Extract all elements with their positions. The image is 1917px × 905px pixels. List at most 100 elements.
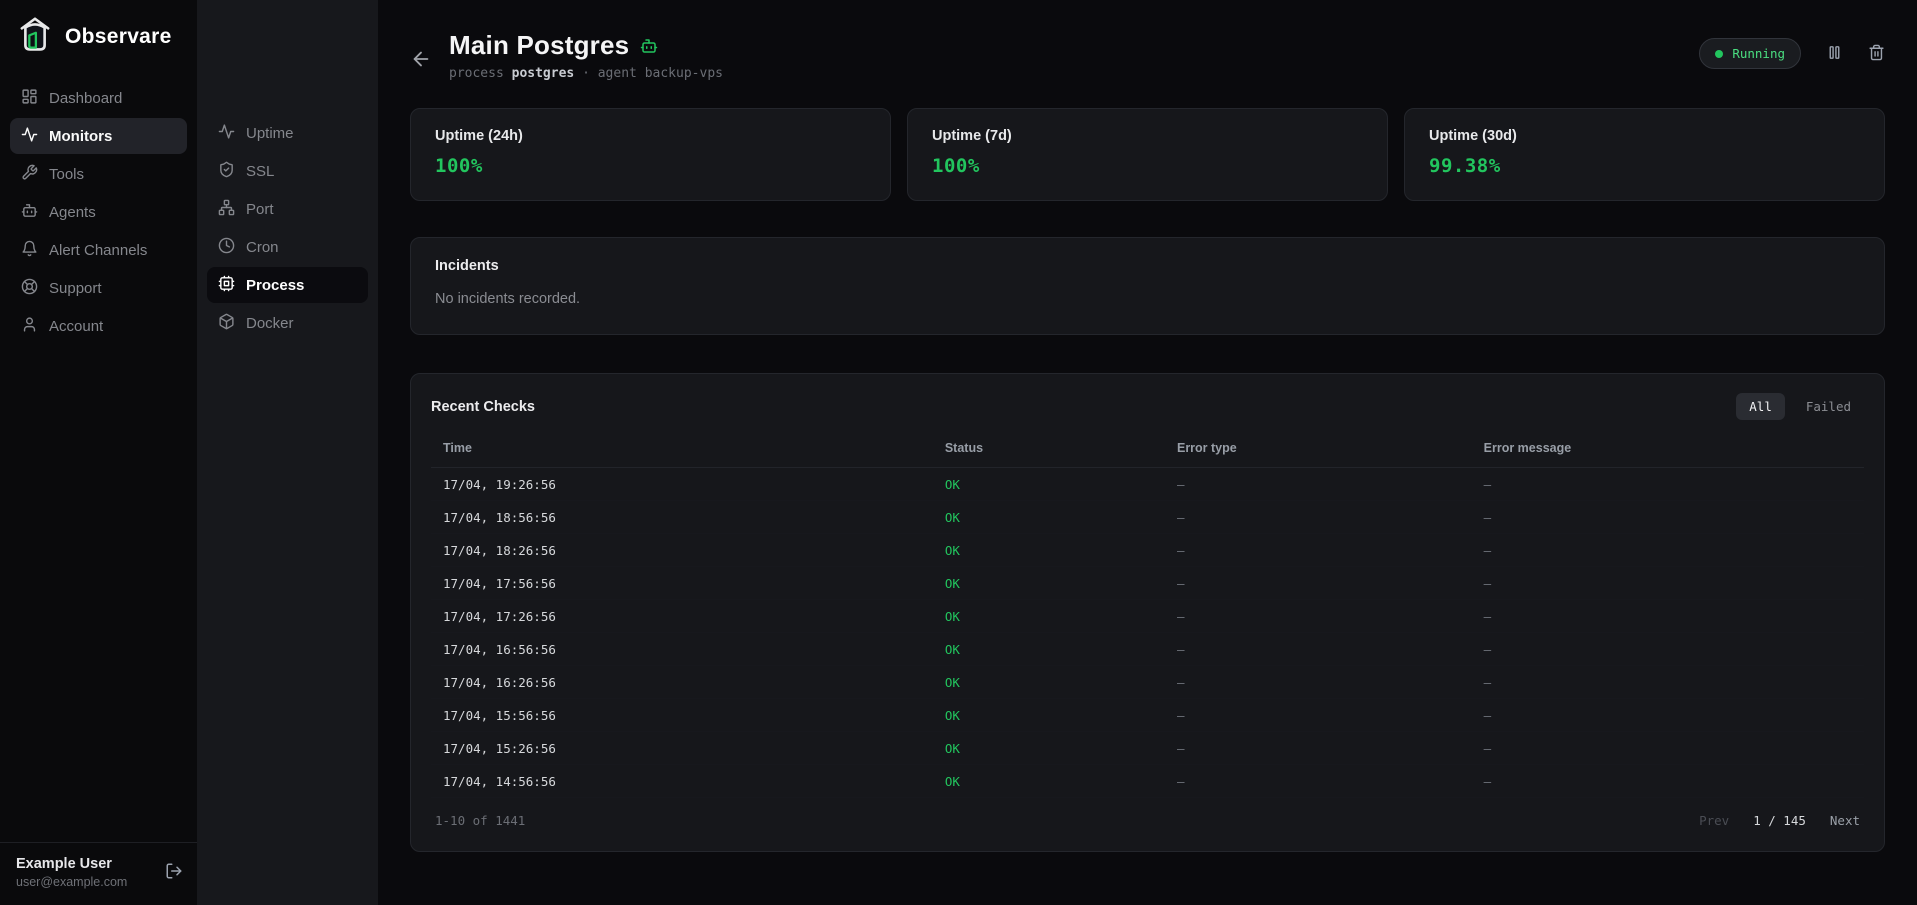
activity-icon [218, 123, 235, 144]
check-error-message-cell: – [1475, 566, 1864, 600]
monitor-type-sidebar: Uptime SSL Port Cron Process Docker [197, 0, 378, 905]
check-error-type-cell: – [1168, 500, 1476, 534]
pagination-prev-button[interactable]: Prev [1699, 813, 1730, 828]
sidebar-item-tools[interactable]: Tools [10, 156, 187, 192]
table-row: 17/04, 15:56:56 OK – – [431, 698, 1864, 732]
stat-value: 100% [932, 155, 980, 177]
logout-icon [165, 863, 183, 883]
sidebar-item-monitors[interactable]: Monitors [10, 118, 187, 154]
user-box: Example User user@example.com [0, 842, 197, 905]
life-buoy-icon [21, 278, 38, 299]
table-row: 17/04, 18:26:56 OK – – [431, 533, 1864, 567]
arrow-left-icon [410, 51, 432, 73]
recent-checks-card: Recent Checks All Failed Time Status Err… [410, 373, 1885, 852]
submenu-item-label: Port [246, 200, 274, 218]
bell-icon [21, 240, 38, 261]
check-error-type-cell: – [1168, 467, 1476, 501]
table-row: 17/04, 15:26:56 OK – – [431, 731, 1864, 765]
incidents-title: Incidents [435, 258, 499, 274]
status-badge: Running [1699, 38, 1801, 69]
pagination-next-button[interactable]: Next [1829, 813, 1860, 828]
trash-icon [1868, 44, 1885, 64]
primary-nav: Dashboard Monitors Tools Agents Alert Ch… [0, 80, 197, 346]
submenu-item-cron[interactable]: Cron [207, 229, 368, 265]
incidents-empty-message: No incidents recorded. [435, 291, 581, 307]
check-time-cell: 17/04, 18:56:56 [431, 500, 937, 534]
table-header-row: Time Status Error type Error message [431, 433, 1864, 468]
network-icon [218, 199, 235, 220]
table-row: 17/04, 17:56:56 OK – – [431, 566, 1864, 600]
sidebar-item-label: Agents [49, 203, 96, 221]
sidebar-item-label: Support [49, 279, 102, 297]
filter-failed-button[interactable]: Failed [1793, 393, 1864, 420]
check-status-cell: OK [936, 467, 1169, 501]
check-status-cell: OK [936, 533, 1169, 567]
submenu-item-port[interactable]: Port [207, 191, 368, 227]
agent-bot-icon [640, 37, 658, 55]
submenu-item-ssl[interactable]: SSL [207, 153, 368, 189]
back-button[interactable] [410, 39, 432, 81]
stat-label: Uptime (7d) [932, 128, 1012, 144]
stat-value: 100% [435, 155, 483, 177]
table-row: 17/04, 19:26:56 OK – – [431, 467, 1864, 501]
submenu-item-docker[interactable]: Docker [207, 305, 368, 341]
check-error-type-cell: – [1168, 698, 1476, 732]
dashboard-icon [21, 88, 38, 109]
column-header-error-type: Error type [1168, 433, 1476, 468]
filter-all-button[interactable]: All [1736, 393, 1785, 420]
stat-label: Uptime (24h) [435, 128, 523, 144]
sidebar-item-support[interactable]: Support [10, 270, 187, 306]
pagination-range: 1-10 of 1441 [435, 813, 526, 828]
column-header-time: Time [431, 433, 937, 468]
pagination: 1-10 of 1441 Prev 1 / 145 Next [431, 798, 1864, 841]
sidebar-item-agents[interactable]: Agents [10, 194, 187, 230]
main-content: Main Postgres process postgres · agent b… [378, 0, 1917, 905]
check-time-cell: 17/04, 16:26:56 [431, 665, 937, 699]
submenu-item-uptime[interactable]: Uptime [207, 115, 368, 151]
user-name: Example User [16, 856, 112, 872]
monitor-kind-value: postgres [511, 66, 575, 81]
table-row: 17/04, 18:56:56 OK – – [431, 500, 1864, 534]
primary-sidebar: Observare Dashboard Monitors Tools Agent… [0, 0, 197, 905]
robot-icon [21, 202, 38, 223]
agent-value: backup-vps [644, 66, 723, 81]
submenu-item-label: SSL [246, 162, 275, 180]
table-row: 17/04, 14:56:56 OK – – [431, 764, 1864, 798]
incidents-card: Incidents No incidents recorded. [410, 237, 1885, 335]
wrench-icon [21, 164, 38, 185]
check-error-type-cell: – [1168, 566, 1476, 600]
check-time-cell: 17/04, 15:56:56 [431, 698, 937, 732]
sidebar-item-dashboard[interactable]: Dashboard [10, 80, 187, 116]
status-dot-icon [1715, 49, 1724, 58]
sidebar-item-label: Dashboard [49, 89, 123, 107]
sidebar-item-alert-channels[interactable]: Alert Channels [10, 232, 187, 268]
sidebar-item-label: Monitors [49, 127, 113, 145]
logout-button[interactable] [165, 862, 183, 883]
user-icon [21, 316, 38, 337]
sidebar-item-account[interactable]: Account [10, 308, 187, 344]
stat-card: Uptime (24h) 100% [410, 108, 891, 201]
stat-card: Uptime (7d) 100% [907, 108, 1388, 201]
monitor-kind-label: process [449, 66, 504, 81]
submenu-item-label: Cron [246, 238, 279, 256]
monitor-subtitle: process postgres · agent backup-vps [449, 66, 723, 81]
check-error-message-cell: – [1475, 764, 1864, 798]
check-error-message-cell: – [1475, 731, 1864, 765]
pause-monitor-button[interactable] [1826, 44, 1843, 64]
submenu-item-label: Uptime [246, 124, 294, 142]
check-status-cell: OK [936, 764, 1169, 798]
brand: Observare [0, 0, 197, 80]
package-icon [218, 313, 235, 334]
delete-monitor-button[interactable] [1868, 44, 1885, 64]
sidebar-item-label: Account [49, 317, 104, 335]
check-time-cell: 17/04, 16:56:56 [431, 632, 937, 666]
sidebar-item-label: Tools [49, 165, 85, 183]
check-time-cell: 17/04, 14:56:56 [431, 764, 937, 798]
agent-label: agent [597, 66, 637, 81]
table-row: 17/04, 16:26:56 OK – – [431, 665, 1864, 699]
clock-icon [218, 237, 235, 258]
submenu-item-process[interactable]: Process [207, 267, 368, 303]
check-error-message-cell: – [1475, 467, 1864, 501]
recent-checks-title: Recent Checks [431, 398, 535, 415]
check-time-cell: 17/04, 17:26:56 [431, 599, 937, 633]
